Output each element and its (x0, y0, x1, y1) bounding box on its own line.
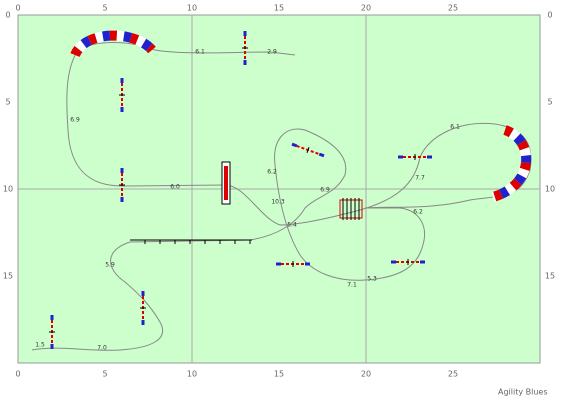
grid (18, 15, 540, 363)
x-tick-label: 0 (15, 4, 20, 13)
jump (291, 142, 325, 158)
distance-label: 6.2 (267, 169, 277, 176)
y-tick-label: 15 (545, 272, 555, 281)
distance-label: 1.5 (35, 342, 45, 349)
distance-label: 10.3 (271, 199, 285, 206)
footer: Agility Blues (498, 388, 548, 397)
panel-stripe (224, 166, 228, 200)
distance-label: 6.1 (450, 124, 460, 131)
tire-fence (339, 198, 363, 220)
jump (242, 31, 248, 65)
x-tick-label: 15 (274, 4, 284, 13)
y-tick-label: 5 (5, 98, 10, 107)
x-tick-label: 25 (448, 4, 458, 13)
x-tick-label: 10 (187, 370, 197, 379)
jump (49, 315, 55, 349)
wing (318, 152, 325, 158)
x-tick-label: 0 (15, 370, 20, 379)
x-tick-label: 15 (274, 370, 284, 379)
distance-label: 5.4 (287, 222, 297, 229)
distance-label: 6.1 (195, 49, 205, 56)
x-tick-label: 5 (102, 4, 107, 13)
jump (119, 168, 125, 202)
x-tick-label: 10 (187, 4, 197, 13)
y-tick-label: 10 (545, 185, 555, 194)
distance-label: 7.7 (415, 175, 425, 182)
wing (291, 142, 298, 148)
x-tick-label: 20 (361, 370, 371, 379)
distance-label: 5.3 (367, 276, 377, 283)
x-tick-label: 20 (361, 4, 371, 13)
distance-label: 2.9 (267, 49, 277, 56)
x-tick-label: 5 (102, 370, 107, 379)
distance-label: 6.9 (70, 117, 80, 124)
y-tick-label: 5 (547, 98, 552, 107)
y-tick-label: 10 (3, 185, 13, 194)
stand (306, 147, 310, 153)
distance-label: 6.2 (413, 209, 423, 216)
x-tick-label: 25 (448, 370, 458, 379)
jump (391, 259, 425, 265)
jump (140, 291, 146, 325)
distance-label: 5.9 (105, 262, 115, 269)
distance-label: 6.9 (320, 187, 330, 194)
y-tick-label: 15 (3, 272, 13, 281)
jumps (49, 31, 432, 349)
jump (119, 78, 125, 112)
distance-label: 7.0 (97, 345, 107, 352)
jump (398, 154, 432, 160)
distance-label: 7.1 (347, 282, 357, 289)
y-tick-label: 0 (5, 11, 10, 20)
jump (276, 261, 310, 267)
weave-poles (130, 239, 252, 244)
y-tick-label: 0 (547, 11, 552, 20)
distance-label: 6.0 (170, 184, 180, 191)
tunnel (70, 30, 532, 202)
